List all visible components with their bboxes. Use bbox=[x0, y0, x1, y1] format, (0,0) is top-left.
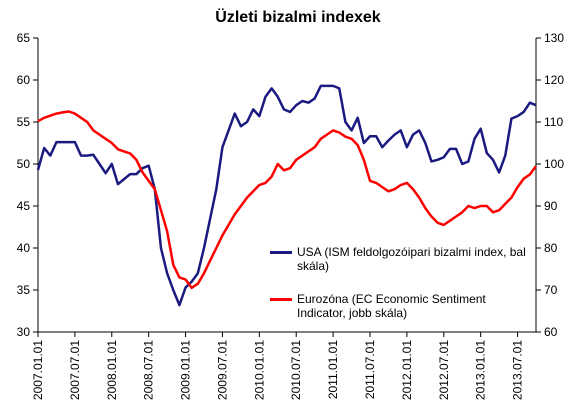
y-tick-label: 45 bbox=[17, 199, 31, 213]
y-tick-label: 35 bbox=[17, 283, 31, 297]
y-tick-label: 60 bbox=[17, 73, 31, 87]
x-tick-label: 2007.07.01 bbox=[68, 340, 82, 400]
y2-tick-label: 120 bbox=[544, 73, 564, 87]
y-tick-label: 30 bbox=[17, 325, 31, 339]
y-tick-label: 65 bbox=[17, 31, 31, 45]
y2-tick-label: 70 bbox=[544, 283, 558, 297]
y2-tick-label: 90 bbox=[544, 199, 558, 213]
y2-tick-label: 80 bbox=[544, 241, 558, 255]
y2-tick-label: 100 bbox=[544, 157, 564, 171]
legend-swatch bbox=[270, 298, 292, 301]
y-tick-label: 55 bbox=[17, 115, 31, 129]
x-tick-label: 2008.07.01 bbox=[142, 340, 156, 400]
x-tick-label: 2008.01.01 bbox=[105, 340, 119, 400]
y-tick-label: 40 bbox=[17, 241, 31, 255]
y2-tick-label: 110 bbox=[544, 115, 563, 129]
x-tick-label: 2012.01.01 bbox=[400, 340, 414, 400]
legend-item: USA (ISM feldolgozóipari bizalmi index, … bbox=[270, 245, 537, 273]
series-line bbox=[37, 110, 538, 290]
legend-swatch bbox=[270, 251, 292, 254]
x-tick-label: 2013.01.01 bbox=[474, 340, 488, 400]
x-tick-label: 2011.07.01 bbox=[363, 340, 377, 399]
legend-item: Eurozóna (EC Economic Sentiment Indicato… bbox=[270, 292, 537, 320]
x-tick-label: 2012.07.01 bbox=[437, 340, 451, 400]
series-line bbox=[36, 84, 537, 307]
x-tick-label: 2011.01.01 bbox=[326, 340, 340, 399]
x-tick-label: 2009.01.01 bbox=[179, 340, 193, 400]
chart-title: Üzleti bizalmi indexek bbox=[215, 7, 380, 26]
x-tick-label: 2007.01.01 bbox=[31, 340, 45, 400]
y2-tick-label: 130 bbox=[544, 31, 564, 45]
y-tick-label: 50 bbox=[17, 157, 31, 171]
legend-label: Eurozóna (EC Economic Sentiment Indicato… bbox=[297, 292, 486, 320]
legend-label: USA (ISM feldolgozóipari bizalmi index, … bbox=[297, 245, 526, 273]
y2-tick-label: 60 bbox=[544, 325, 558, 339]
x-tick-label: 2010.01.01 bbox=[252, 340, 266, 400]
x-tick-label: 2010.07.01 bbox=[289, 340, 303, 400]
x-tick-label: 2009.07.01 bbox=[215, 340, 229, 400]
x-tick-label: 2013.07.01 bbox=[511, 340, 525, 400]
